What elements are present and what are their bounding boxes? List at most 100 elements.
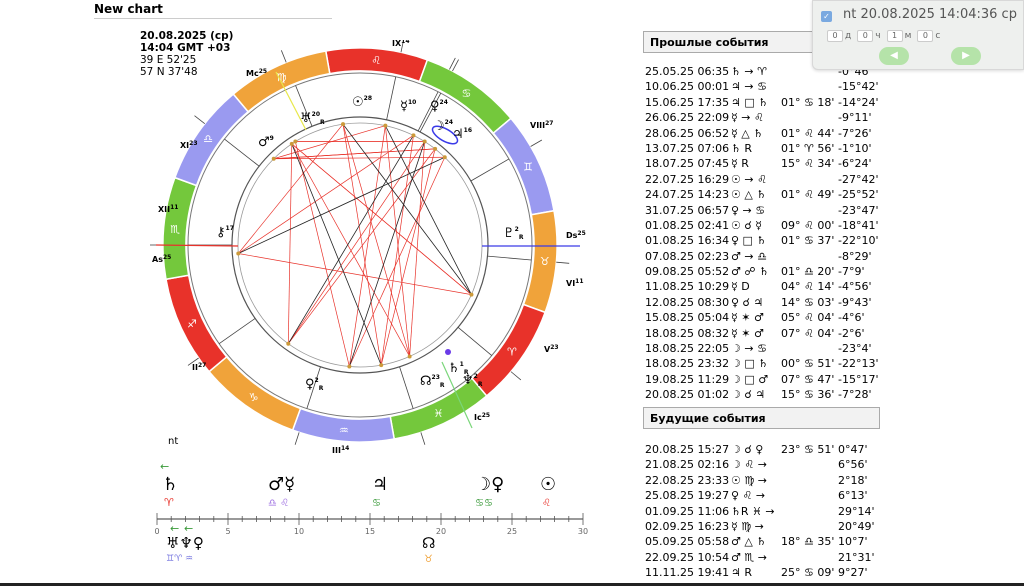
strip-tick-label: 15 <box>365 527 375 536</box>
hours-label: ч <box>875 31 881 41</box>
aspect-line <box>349 125 386 367</box>
event-aspect: ☿ ♍ → <box>731 519 764 533</box>
aspect-line <box>273 156 445 160</box>
svg-text:♅20R: ♅20R <box>300 111 325 126</box>
event-position: 01° ♈ 56' <box>781 141 835 155</box>
event-orb: -9°11' <box>838 111 872 125</box>
house-as-label: As <box>152 255 163 264</box>
house-ic-degree: 25 <box>482 412 490 419</box>
future-events-header[interactable]: Будущие события <box>643 407 880 429</box>
event-date: 19.08.25 11:29 <box>645 372 730 386</box>
mars-mercury-icon: ♂☿ <box>268 474 295 495</box>
aspect-lines <box>236 122 474 369</box>
node-icon: ☊ <box>420 374 432 389</box>
hours-value[interactable]: 0 <box>857 30 874 42</box>
house-cusp-line <box>218 318 256 344</box>
days-value[interactable]: 0 <box>827 30 843 42</box>
planet-point <box>286 341 291 346</box>
aspect-line <box>287 135 414 344</box>
zodiac-segment <box>232 50 331 113</box>
event-position: 18° ♎ 35' <box>781 535 835 549</box>
svg-text:♀24: ♀24 <box>430 99 448 114</box>
next-button[interactable]: ▶ <box>951 47 981 65</box>
event-aspect: ☿ ✶ ♂ <box>731 326 764 340</box>
event-aspect: ☿ → ♌ <box>731 111 764 125</box>
datetime-display: nt 20.08.2025 14:04:36 ср <box>843 7 1017 22</box>
house-ix-degree: 14 <box>401 40 409 45</box>
event-orb: 20°49' <box>838 519 875 533</box>
aspect-line <box>288 141 425 344</box>
natal-chart-wheel[interactable]: ♌♋♊♉♈♓♒♑♐♏♎♍ IX14 VIII27 Ds25 VI11 V23 I… <box>150 40 590 455</box>
future-event-row: 22.09.25 10:54 ♂ ♏ → 21°31' <box>645 550 885 565</box>
event-orb: 6°13' <box>838 489 868 503</box>
prev-button[interactable]: ◀ <box>879 47 909 65</box>
past-event-row: 18.07.25 07:45 ☿ R 15° ♌ 34' -6°24' <box>645 156 885 171</box>
event-date: 31.07.25 06:57 <box>645 203 730 217</box>
house-cusp-tick <box>452 59 459 72</box>
event-position: 25° ♋ 09' <box>781 566 835 580</box>
event-position: 09° ♌ 00' <box>781 218 835 232</box>
days-label: д <box>845 31 852 41</box>
house-mc-degree: 25 <box>259 68 267 75</box>
planet-point <box>379 363 384 368</box>
event-date: 22.07.25 16:29 <box>645 172 730 186</box>
uranus-neptune-venus-icon: ♅♆♀ <box>166 534 204 552</box>
event-date: 25.05.25 06:35 <box>645 65 730 78</box>
saturn-marker <box>445 349 451 355</box>
event-position: 00° ♋ 51' <box>781 357 835 371</box>
house-ds-label: Ds <box>566 231 578 240</box>
event-position: 23° ♋ 51' <box>781 443 835 456</box>
moon-jupiter-highlight <box>431 125 459 145</box>
mars-degree: 9 <box>270 135 274 142</box>
enable-checkbox[interactable]: ✓ <box>821 11 832 22</box>
arrow-icon: ← <box>160 462 169 473</box>
saturn-icon: ♄ <box>162 474 178 495</box>
minutes-label: м <box>904 31 912 41</box>
aspect-line <box>273 148 436 160</box>
house-cusp-line <box>470 158 510 182</box>
house-xii-degree: 11 <box>170 204 178 211</box>
event-date: 18.07.25 07:45 <box>645 157 730 171</box>
event-aspect: ☿ D <box>731 280 750 294</box>
gemini-aries-aquarius-icon: ♊♈ ♒ <box>166 554 193 564</box>
aspect-line <box>342 124 382 366</box>
future-event-row: 20.08.25 15:27 ☽ ☌ ♀ 23° ♋ 51' 0°47' <box>645 442 885 457</box>
zodiac-sign-icon: ♊ <box>523 161 533 174</box>
house-vi-degree: 11 <box>575 278 583 285</box>
future-event-row: 21.08.25 02:16 ☽ ♌ → 6°56' <box>645 457 885 472</box>
house-ii-label: II <box>192 363 198 372</box>
event-position: 07° ♋ 47' <box>781 372 835 386</box>
zodiac-sign-icon: ♐ <box>187 317 197 330</box>
planet-point <box>347 364 352 369</box>
aspect-line <box>342 123 472 295</box>
house-ds-degree: 25 <box>577 230 585 237</box>
past-event-row: 01.08.25 02:41 ☉ ☌ ☿ 09° ♌ 00' -18°41' <box>645 218 885 233</box>
ascendant-axis <box>155 244 239 247</box>
house-mc-label: Mc <box>246 69 259 78</box>
event-date: 12.08.25 08:30 <box>645 295 730 309</box>
minutes-value[interactable]: 1 <box>886 30 903 42</box>
ceres-retro-label: R <box>319 385 324 392</box>
event-aspect: ♀ → ♋ <box>731 203 766 217</box>
house-xi-label: XI <box>180 141 189 150</box>
planet-point <box>341 122 346 127</box>
aspect-line <box>295 141 350 367</box>
chart-title: New chart <box>94 2 163 16</box>
aspect-line <box>385 125 472 295</box>
event-aspect: ☽ ♌ → <box>731 458 767 472</box>
house-ic-label: Ic <box>474 413 482 422</box>
house-cusp-tick <box>449 57 456 70</box>
event-date: 18.08.25 23:32 <box>645 357 730 371</box>
svg-text:VIII27: VIII27 <box>530 120 553 130</box>
ceres-icon: ♀ <box>305 377 315 392</box>
seconds-value[interactable]: 0 <box>917 30 934 42</box>
sun-icon: ☉ <box>540 474 556 495</box>
house-vi-label: VI <box>566 279 575 288</box>
past-event-row: 20.08.25 01:02 ☽ ☌ ♃ 15° ♋ 36' -7°28' <box>645 387 885 402</box>
aspect-line <box>291 143 382 366</box>
future-event-row: 11.11.25 19:41 ♃ R 25° ♋ 09' 9°27' <box>645 565 885 580</box>
